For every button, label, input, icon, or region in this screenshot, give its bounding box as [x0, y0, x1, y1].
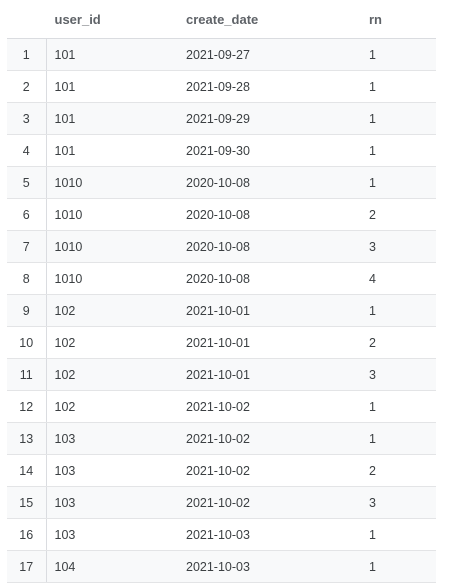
- table-row[interactable]: 15 103 2021-10-02 3: [7, 486, 436, 519]
- rn-cell[interactable]: 1: [361, 294, 436, 327]
- create-date-cell[interactable]: 2021-10-03: [178, 550, 361, 583]
- rn-cell[interactable]: 1: [361, 518, 436, 551]
- row-number-cell[interactable]: 7: [7, 230, 47, 263]
- row-number-cell[interactable]: 17: [7, 550, 47, 583]
- create-date-cell[interactable]: 2020-10-08: [178, 198, 361, 231]
- row-number-cell[interactable]: 8: [7, 262, 47, 295]
- rn-cell[interactable]: 1: [361, 390, 436, 423]
- row-number-cell[interactable]: 3: [7, 102, 47, 135]
- user-id-cell[interactable]: 101: [46, 134, 178, 167]
- rn-cell[interactable]: 1: [361, 422, 436, 455]
- row-number-cell[interactable]: 1: [7, 38, 47, 71]
- table-row[interactable]: 12 102 2021-10-02 1: [7, 390, 436, 423]
- row-number-header: [7, 0, 46, 39]
- rn-cell[interactable]: 3: [361, 486, 436, 519]
- user-id-cell[interactable]: 102: [46, 326, 178, 359]
- user-id-cell[interactable]: 103: [46, 422, 178, 455]
- create-date-cell[interactable]: 2020-10-08: [178, 230, 361, 263]
- create-date-cell[interactable]: 2021-10-03: [178, 518, 361, 551]
- create-date-cell[interactable]: 2021-10-02: [178, 454, 361, 487]
- user-id-cell[interactable]: 104: [46, 550, 178, 583]
- rn-cell[interactable]: 1: [361, 70, 436, 103]
- create-date-cell[interactable]: 2021-09-30: [178, 134, 361, 167]
- results-table-body: 1 101 2021-09-27 1 2 101 2021-09-28 1 3 101 2021-0…: [7, 38, 436, 583]
- row-number-cell[interactable]: 9: [7, 294, 47, 327]
- row-number-cell[interactable]: 2: [7, 70, 47, 103]
- table-row[interactable]: 7 1010 2020-10-08 3: [7, 230, 436, 263]
- user-id-cell[interactable]: 1010: [46, 166, 178, 199]
- row-number-cell[interactable]: 15: [7, 486, 47, 519]
- create-date-cell[interactable]: 2021-10-02: [178, 390, 361, 423]
- create-date-cell[interactable]: 2021-09-27: [178, 38, 361, 71]
- rn-cell[interactable]: 1: [361, 550, 436, 583]
- user-id-cell[interactable]: 1010: [46, 230, 178, 263]
- table-row[interactable]: 5 1010 2020-10-08 1: [7, 166, 436, 199]
- create-date-cell[interactable]: 2021-10-01: [178, 294, 361, 327]
- row-number-cell[interactable]: 10: [7, 326, 47, 359]
- table-row[interactable]: 11 102 2021-10-01 3: [7, 358, 436, 391]
- column-header-rn[interactable]: rn: [361, 0, 436, 39]
- table-row[interactable]: 14 103 2021-10-02 2: [7, 454, 436, 487]
- rn-cell[interactable]: 2: [361, 326, 436, 359]
- create-date-cell[interactable]: 2021-10-01: [178, 358, 361, 391]
- table-row[interactable]: 4 101 2021-09-30 1: [7, 134, 436, 167]
- results-table-header: user_id create_date rn: [7, 0, 436, 39]
- user-id-cell[interactable]: 102: [46, 358, 178, 391]
- table-row[interactable]: 3 101 2021-09-29 1: [7, 102, 436, 135]
- row-number-cell[interactable]: 16: [7, 518, 47, 551]
- table-row[interactable]: 13 103 2021-10-02 1: [7, 422, 436, 455]
- user-id-cell[interactable]: 103: [46, 518, 178, 551]
- create-date-cell[interactable]: 2021-10-01: [178, 326, 361, 359]
- rn-cell[interactable]: 1: [361, 38, 436, 71]
- user-id-cell[interactable]: 101: [46, 102, 178, 135]
- user-id-cell[interactable]: 101: [46, 38, 178, 71]
- table-row[interactable]: 2 101 2021-09-28 1: [7, 70, 436, 103]
- row-number-cell[interactable]: 6: [7, 198, 47, 231]
- create-date-cell[interactable]: 2020-10-08: [178, 262, 361, 295]
- table-row[interactable]: 17 104 2021-10-03 1: [7, 550, 436, 583]
- user-id-cell[interactable]: 101: [46, 70, 178, 103]
- create-date-cell[interactable]: 2021-09-29: [178, 102, 361, 135]
- rn-cell[interactable]: 1: [361, 166, 436, 199]
- table-row[interactable]: 16 103 2021-10-03 1: [7, 518, 436, 551]
- table-row[interactable]: 6 1010 2020-10-08 2: [7, 198, 436, 231]
- rn-cell[interactable]: 1: [361, 134, 436, 167]
- results-table: user_id create_date rn 1 101 2021-09-27 1 2 1…: [7, 0, 436, 583]
- rn-cell[interactable]: 3: [361, 230, 436, 263]
- column-header-user-id[interactable]: user_id: [46, 0, 178, 39]
- row-number-cell[interactable]: 4: [7, 134, 47, 167]
- create-date-cell[interactable]: 2021-10-02: [178, 486, 361, 519]
- user-id-cell[interactable]: 1010: [46, 198, 178, 231]
- table-row[interactable]: 9 102 2021-10-01 1: [7, 294, 436, 327]
- header-row: user_id create_date rn: [7, 0, 436, 39]
- table-row[interactable]: 8 1010 2020-10-08 4: [7, 262, 436, 295]
- user-id-cell[interactable]: 1010: [46, 262, 178, 295]
- rn-cell[interactable]: 4: [361, 262, 436, 295]
- table-row[interactable]: 10 102 2021-10-01 2: [7, 326, 436, 359]
- rn-cell[interactable]: 3: [361, 358, 436, 391]
- table-row[interactable]: 1 101 2021-09-27 1: [7, 38, 436, 71]
- user-id-cell[interactable]: 102: [46, 390, 178, 423]
- rn-cell[interactable]: 2: [361, 454, 436, 487]
- create-date-cell[interactable]: 2021-10-02: [178, 422, 361, 455]
- column-header-create-date[interactable]: create_date: [178, 0, 361, 39]
- user-id-cell[interactable]: 102: [46, 294, 178, 327]
- user-id-cell[interactable]: 103: [46, 454, 178, 487]
- row-number-cell[interactable]: 12: [7, 390, 47, 423]
- row-number-cell[interactable]: 14: [7, 454, 47, 487]
- rn-cell[interactable]: 1: [361, 102, 436, 135]
- rn-cell[interactable]: 2: [361, 198, 436, 231]
- row-number-cell[interactable]: 11: [7, 358, 47, 391]
- create-date-cell[interactable]: 2021-09-28: [178, 70, 361, 103]
- create-date-cell[interactable]: 2020-10-08: [178, 166, 361, 199]
- user-id-cell[interactable]: 103: [46, 486, 178, 519]
- row-number-cell[interactable]: 5: [7, 166, 47, 199]
- row-number-cell[interactable]: 13: [7, 422, 47, 455]
